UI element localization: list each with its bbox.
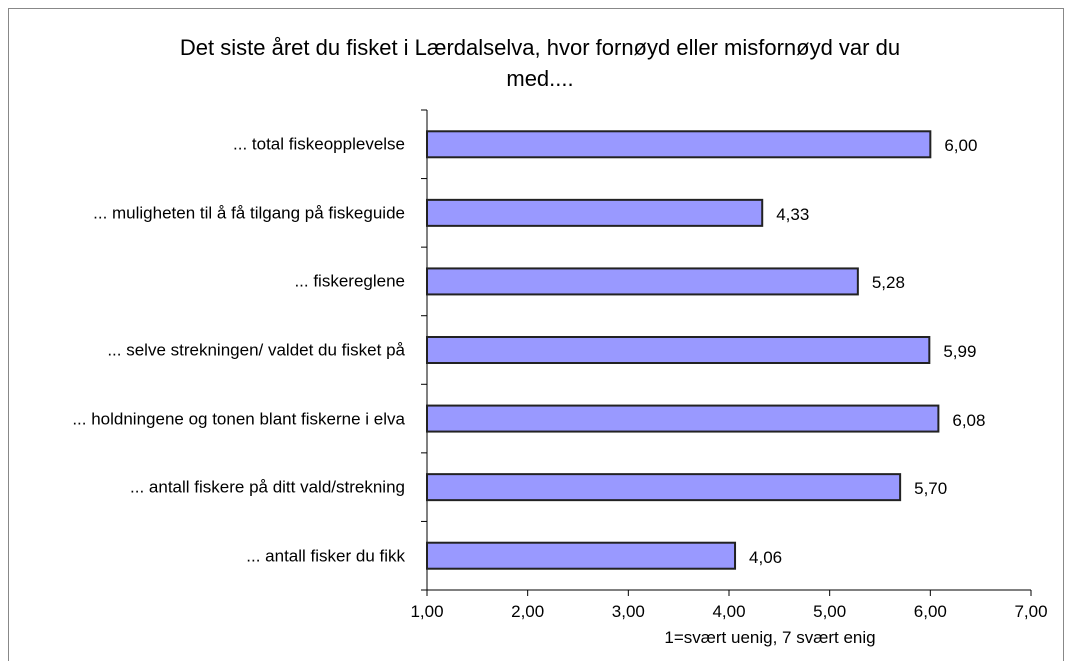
bar — [426, 267, 859, 296]
x-tick-label: 7,00 — [1014, 602, 1048, 621]
value-label: 5,99 — [943, 342, 977, 361]
bar — [426, 198, 764, 227]
value-label: 6,00 — [944, 136, 978, 156]
value-label: 5,28 — [871, 273, 905, 293]
x-tick-label: 2,00 — [511, 602, 545, 621]
category-label: ... holdningene og tonen blant fiskerne … — [72, 409, 405, 429]
bar — [426, 130, 932, 159]
category-label: ... antall fisker du fikk — [246, 546, 405, 566]
category-label: ... selve strekningen/ valdet du fisket … — [107, 340, 405, 360]
x-tick-label: 6,00 — [913, 602, 947, 621]
category-label: ... total fiskeopplevelse — [233, 134, 405, 154]
x-axis-label: 1=svært uenig, 7 svært enig — [664, 628, 876, 647]
value-label: 4,06 — [749, 547, 783, 567]
bar — [426, 336, 931, 364]
x-tick-label: 3,00 — [611, 602, 645, 621]
bar — [426, 473, 902, 502]
x-tick-label: 1,00 — [410, 602, 444, 621]
x-tick-label: 5,00 — [813, 602, 847, 621]
category-label: ... antall fiskere på ditt vald/streknin… — [130, 477, 405, 497]
bar — [426, 404, 940, 433]
category-label: ... muligheten til å få tilgang på fiske… — [93, 203, 405, 223]
chart-frame — [8, 8, 1064, 661]
value-label: 4,33 — [776, 204, 810, 224]
chart-title: Det siste året du fisket i Lærdalselva, … — [179, 35, 901, 91]
bar — [426, 541, 737, 570]
category-label: ... fiskereglene — [294, 271, 405, 291]
value-label: 6,08 — [952, 410, 986, 430]
value-label: 5,70 — [914, 479, 948, 499]
x-tick-label: 4,00 — [712, 602, 746, 621]
